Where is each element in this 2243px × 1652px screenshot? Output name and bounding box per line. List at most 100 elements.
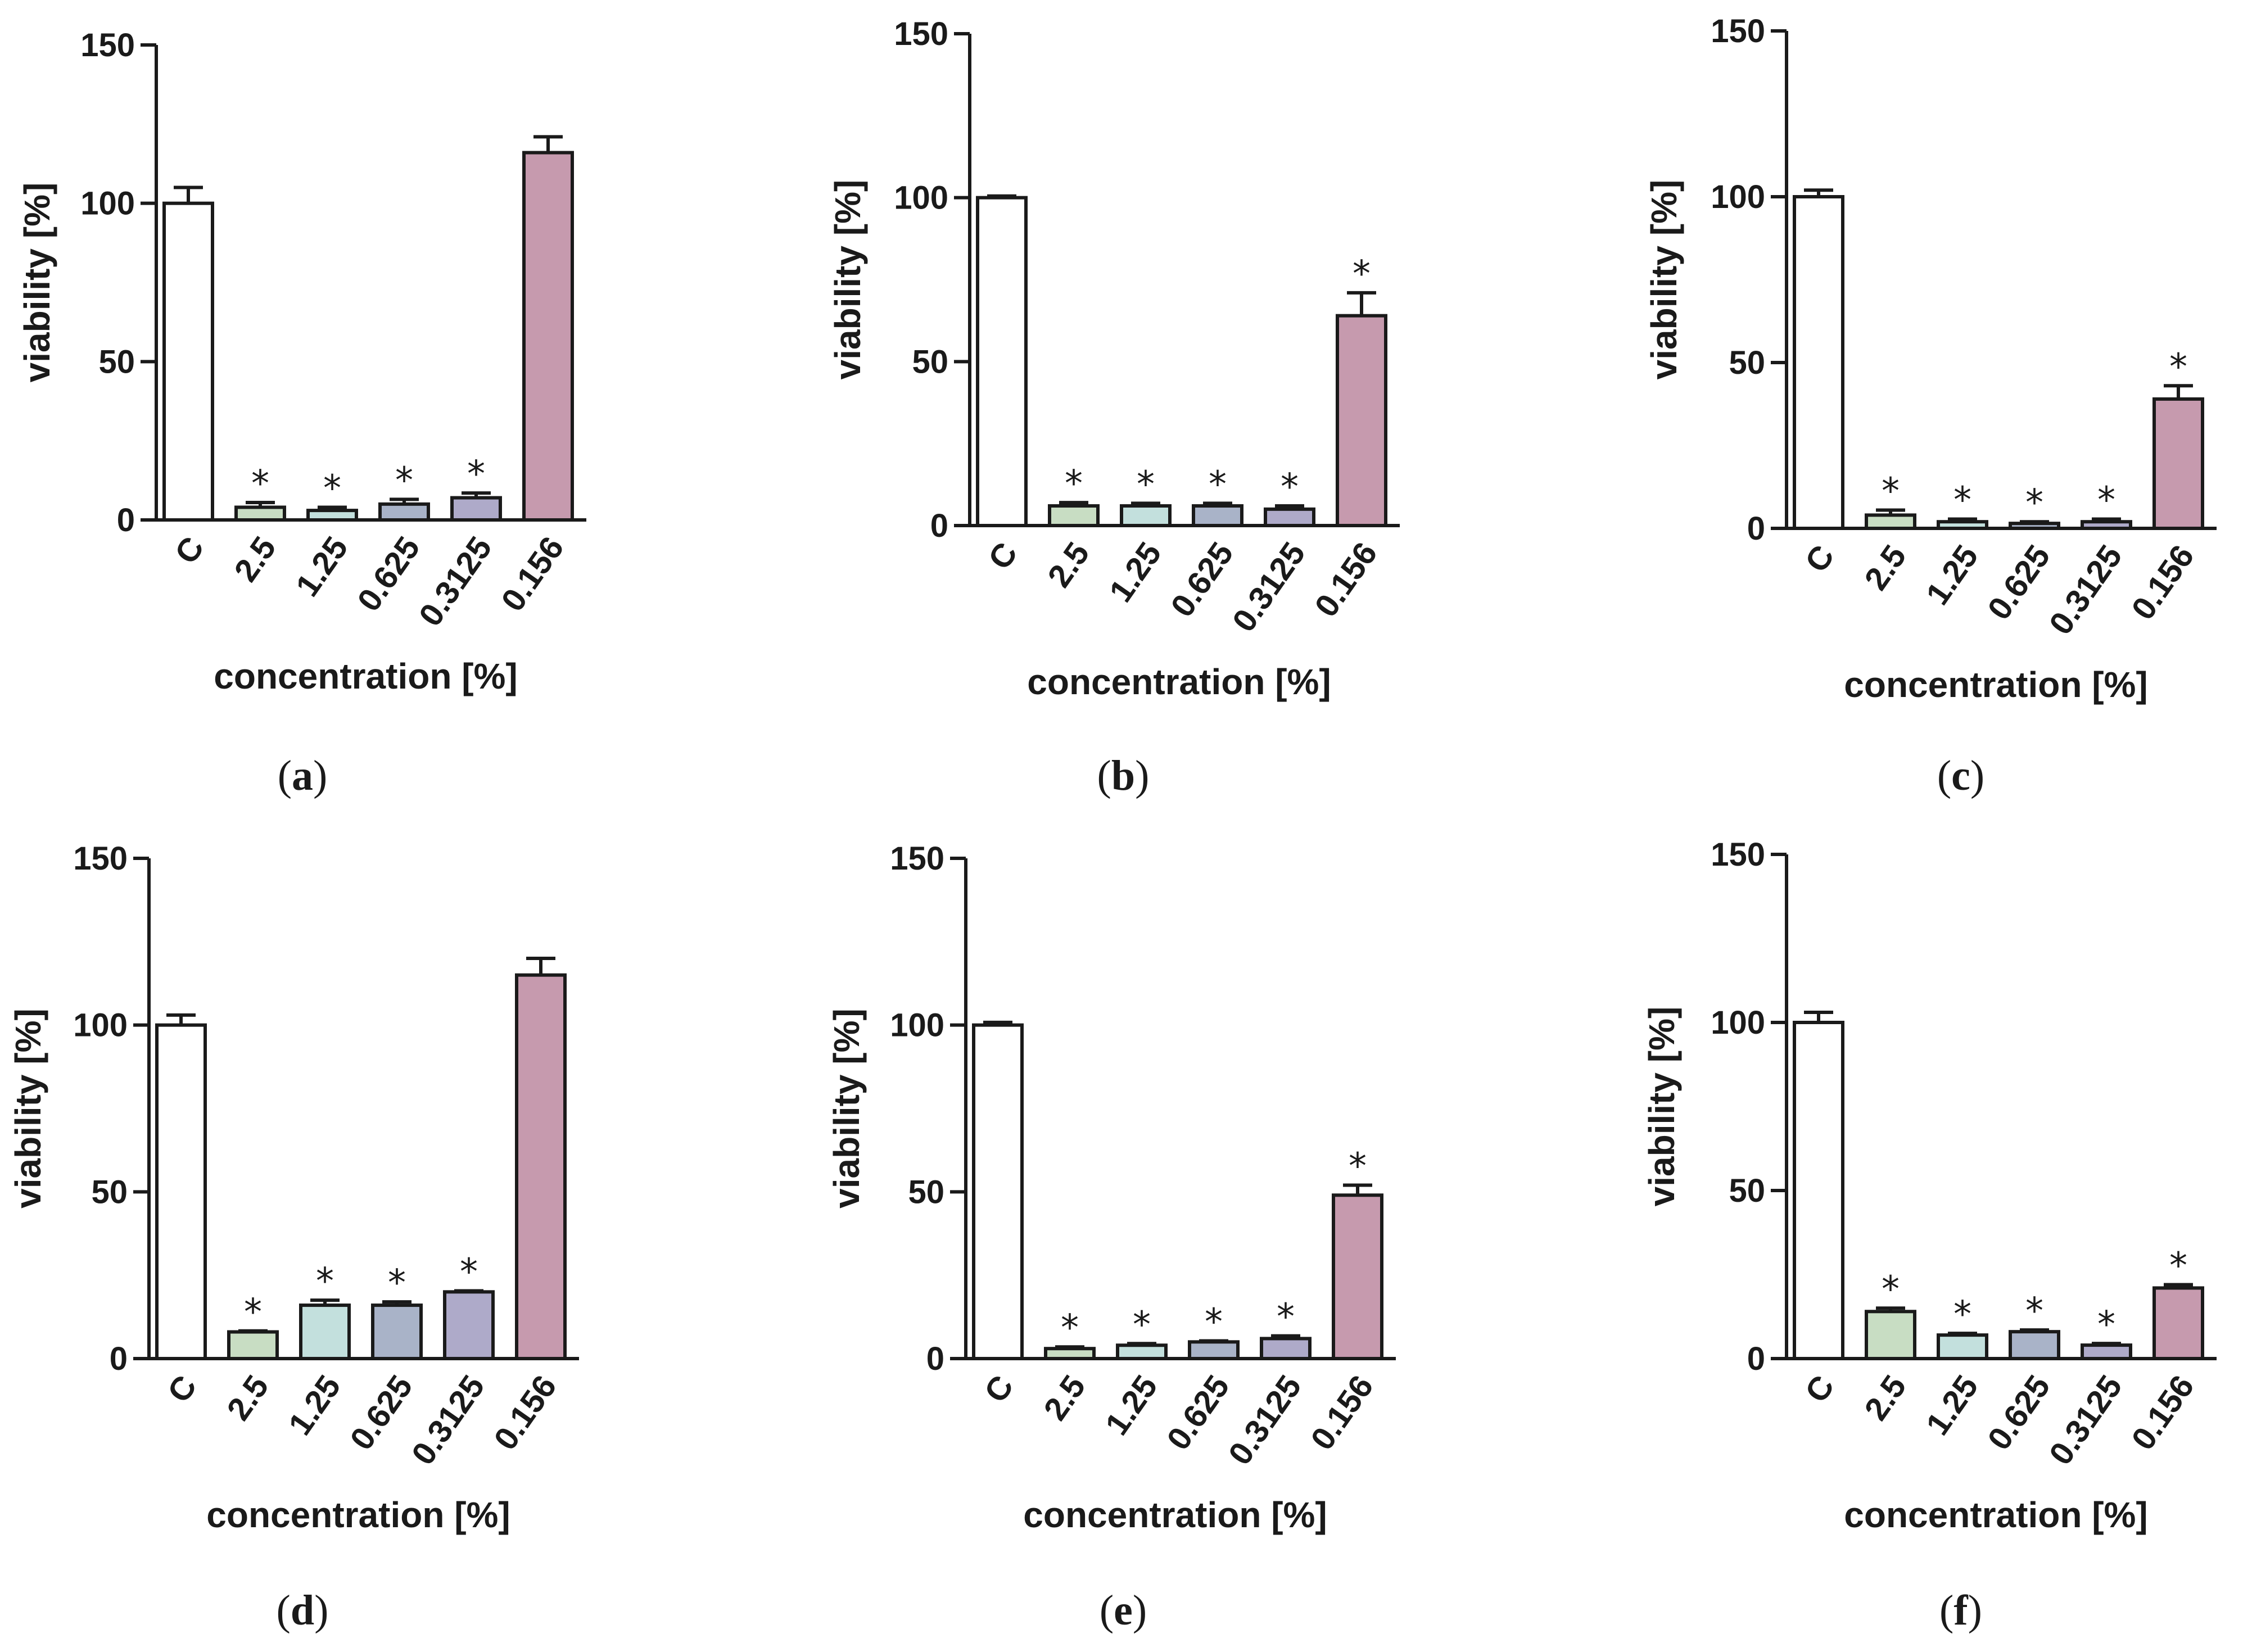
x-tick-label: C: [168, 530, 211, 571]
bar-1.25: [1937, 1333, 1988, 1360]
panel-label: (a): [278, 752, 328, 799]
y-axis-title: viability [%]: [826, 1008, 867, 1209]
significance-marker: *: [2097, 1304, 2115, 1346]
y-tick-label: 150: [73, 840, 128, 877]
x-tick-label: 1.25: [1919, 1369, 1986, 1442]
bar-0.3125: [1260, 1337, 1312, 1360]
x-tick-label: 0.3125: [2042, 1369, 2129, 1472]
significance-marker: *: [467, 454, 485, 495]
x-tick-label: 0.625: [350, 530, 427, 618]
bar-1.25: [1937, 520, 1988, 531]
x-tick-label: C: [1798, 538, 1841, 579]
x-tick-label: C: [160, 1369, 204, 1409]
x-tick-label: 0.156: [1304, 1369, 1381, 1456]
x-axis-title: concentration [%]: [1023, 1495, 1327, 1535]
y-tick-label: 150: [80, 27, 135, 64]
significance-marker: *: [1061, 1307, 1079, 1349]
x-tick-label: C: [977, 1369, 1020, 1409]
bar-C: [1793, 195, 1844, 530]
panel-label: (f): [1939, 1587, 1982, 1634]
y-tick-label: 50: [98, 343, 135, 380]
significance-marker: *: [388, 1262, 406, 1304]
bar-0.625: [2009, 522, 2060, 531]
x-tick-label: 0.156: [2124, 1369, 2201, 1456]
bar-0.3125: [1264, 507, 1315, 527]
panel-label: (c): [1937, 752, 1984, 799]
bar-2.5: [1865, 513, 1916, 531]
x-tick-label: 1.25: [1098, 1369, 1165, 1442]
x-tick-label: 0.3125: [405, 1369, 492, 1472]
bar-1.25: [1120, 504, 1172, 527]
x-tick-label: 0.625: [343, 1369, 420, 1456]
x-tick-label: 0.3125: [2042, 538, 2129, 641]
x-tick-label: 1.25: [282, 1369, 348, 1442]
y-tick-label: 100: [73, 1007, 128, 1044]
y-tick-label: 0: [930, 508, 948, 544]
x-tick-label: 2.5: [1037, 1369, 1092, 1427]
significance-marker: *: [460, 1252, 478, 1293]
bar-C: [162, 201, 214, 522]
significance-marker: *: [2169, 346, 2187, 388]
x-tick-label: 0.3125: [412, 530, 499, 633]
bar-1.25: [306, 509, 358, 522]
x-axis-title: concentration [%]: [1027, 662, 1331, 702]
bar-2.5: [1048, 504, 1100, 527]
bar-0.156: [522, 151, 574, 522]
x-tick-label: 0.3125: [1222, 1369, 1309, 1472]
bar-2.5: [227, 1330, 279, 1361]
bar-0.625: [371, 1304, 423, 1360]
y-tick-label: 100: [890, 1007, 944, 1044]
x-tick-label: 2.5: [227, 530, 283, 588]
x-tick-label: 0.625: [1160, 1369, 1237, 1456]
bar-0.156: [515, 973, 567, 1360]
significance-marker: *: [1349, 1146, 1367, 1187]
significance-marker: *: [1277, 1297, 1295, 1338]
significance-marker: *: [1953, 479, 1971, 521]
y-tick-label: 100: [1711, 179, 1765, 215]
bar-0.156: [2152, 397, 2204, 531]
bar-0.625: [1188, 1340, 1240, 1360]
bar-1.25: [1116, 1343, 1168, 1360]
significance-marker: *: [1953, 1294, 1971, 1336]
bar-0.156: [1332, 1193, 1383, 1360]
significance-marker: *: [1281, 467, 1299, 508]
bar-0.625: [378, 502, 430, 522]
y-tick-label: 0: [117, 502, 135, 538]
bar-C: [155, 1023, 207, 1360]
x-tick-label: 0.625: [1980, 538, 2057, 626]
x-tick-label: 0.3125: [1225, 536, 1313, 639]
significance-marker: *: [323, 468, 341, 509]
bar-0.156: [1336, 314, 1387, 528]
x-axis-title: concentration [%]: [206, 1495, 510, 1535]
chart-panel-d: 0 50 100 150 viability [%] C * 2.5 * 1.25 * 0.625 * 0…: [8, 840, 579, 1634]
bar-C: [976, 196, 1028, 527]
significance-marker: *: [1133, 1304, 1151, 1346]
bar-0.625: [1192, 504, 1243, 527]
x-axis-title: concentration [%]: [214, 656, 517, 696]
y-tick-label: 0: [1747, 1341, 1765, 1377]
significance-marker: *: [244, 1292, 262, 1333]
panel-label: (e): [1100, 1587, 1147, 1634]
y-tick-label: 100: [894, 180, 948, 216]
bar-0.156: [2152, 1286, 2204, 1360]
y-axis-title: viability [%]: [17, 183, 57, 383]
panel-label: (b): [1097, 752, 1150, 799]
bar-1.25: [299, 1304, 351, 1360]
y-tick-label: 0: [1747, 510, 1765, 547]
x-tick-label: 1.25: [1102, 536, 1169, 609]
y-axis-title: viability [%]: [1644, 180, 1684, 380]
bar-0.3125: [443, 1290, 495, 1360]
y-tick-label: 0: [110, 1341, 128, 1377]
significance-marker: *: [2025, 482, 2043, 524]
x-tick-label: C: [1798, 1369, 1841, 1409]
x-tick-label: 1.25: [289, 530, 355, 603]
y-tick-label: 0: [926, 1341, 944, 1377]
significance-marker: *: [2097, 479, 2115, 521]
bar-0.3125: [450, 496, 502, 522]
panel-label: (d): [277, 1587, 329, 1634]
significance-marker: *: [316, 1261, 334, 1302]
